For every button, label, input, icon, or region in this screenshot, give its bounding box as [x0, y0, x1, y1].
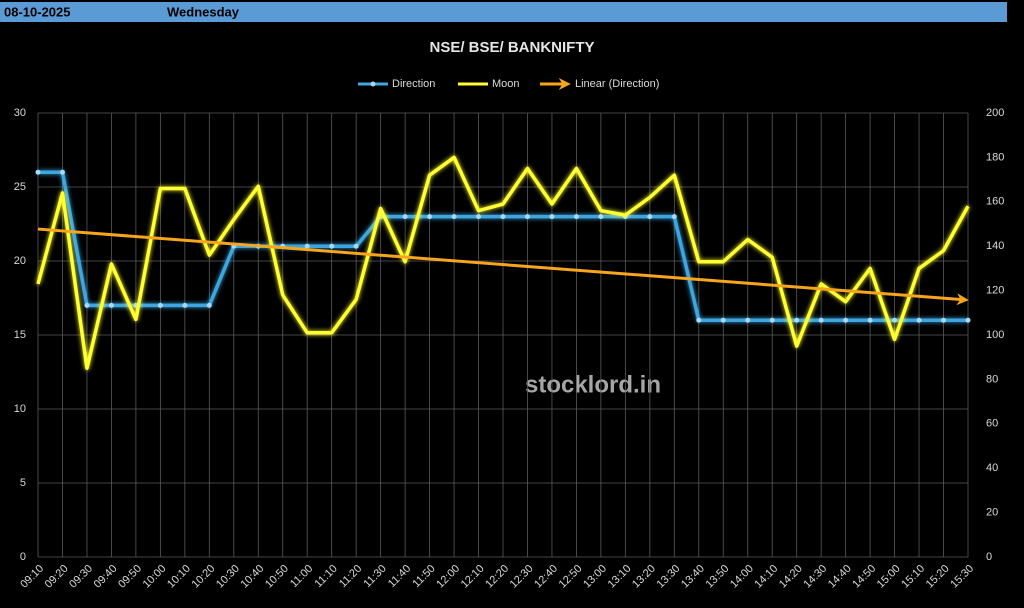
series-line: [36, 155, 970, 371]
point: [573, 214, 579, 220]
point: [329, 243, 335, 249]
point: [696, 317, 702, 323]
point: [524, 214, 530, 220]
chart-title: NSE/ BSE/ BANKNIFTY: [429, 39, 594, 56]
point: [916, 317, 922, 323]
point: [59, 169, 65, 175]
y2-tick-label: 80: [986, 373, 998, 385]
y2-tick-label: 40: [986, 462, 998, 474]
point: [965, 317, 971, 323]
point: [402, 214, 408, 220]
day: Wednesday: [167, 4, 240, 19]
point: [427, 214, 433, 220]
point: [794, 317, 800, 323]
y-tick-label: 10: [14, 403, 26, 415]
header-bar: [0, 2, 1007, 22]
y2-tick-label: 160: [986, 196, 1004, 208]
point: [182, 302, 188, 308]
point: [206, 302, 212, 308]
point: [647, 214, 653, 220]
point: [353, 243, 359, 249]
point: [304, 243, 310, 249]
y2-tick-label: 120: [986, 285, 1004, 297]
y2-tick-label: 140: [986, 240, 1004, 252]
y-tick-label: 25: [14, 181, 26, 193]
point: [84, 302, 90, 308]
point: [671, 214, 677, 220]
point: [157, 302, 163, 308]
y2-tick-label: 100: [986, 329, 1004, 341]
legend-label: Linear (Direction): [575, 78, 659, 90]
y-tick-label: 15: [14, 329, 26, 341]
point: [892, 317, 898, 323]
y2-tick-label: 20: [986, 507, 998, 519]
point: [818, 317, 824, 323]
point: [598, 214, 604, 220]
y-tick-label: 0: [20, 551, 26, 563]
y-tick-label: 30: [14, 107, 26, 119]
point: [745, 317, 751, 323]
point: [769, 317, 775, 323]
trendline: [37, 227, 969, 306]
point: [476, 214, 482, 220]
y2-tick-label: 0: [986, 551, 992, 563]
point: [108, 302, 114, 308]
point: [35, 169, 41, 175]
point: [941, 317, 947, 323]
y2-tick-label: 200: [986, 107, 1004, 119]
point: [843, 317, 849, 323]
y-tick-label: 5: [20, 477, 26, 489]
point: [549, 214, 555, 220]
date: 08-10-2025: [4, 4, 71, 19]
watermark: stocklord.in: [525, 371, 661, 398]
y2-tick-label: 60: [986, 418, 998, 430]
point: [867, 317, 873, 323]
legend-swatch-dot: [370, 81, 376, 87]
point: [451, 214, 457, 220]
y2-tick-label: 180: [986, 151, 1004, 163]
legend-label: Direction: [392, 78, 435, 90]
legend-label: Moon: [492, 78, 520, 90]
point: [500, 214, 506, 220]
y-tick-label: 20: [14, 255, 26, 267]
point: [720, 317, 726, 323]
